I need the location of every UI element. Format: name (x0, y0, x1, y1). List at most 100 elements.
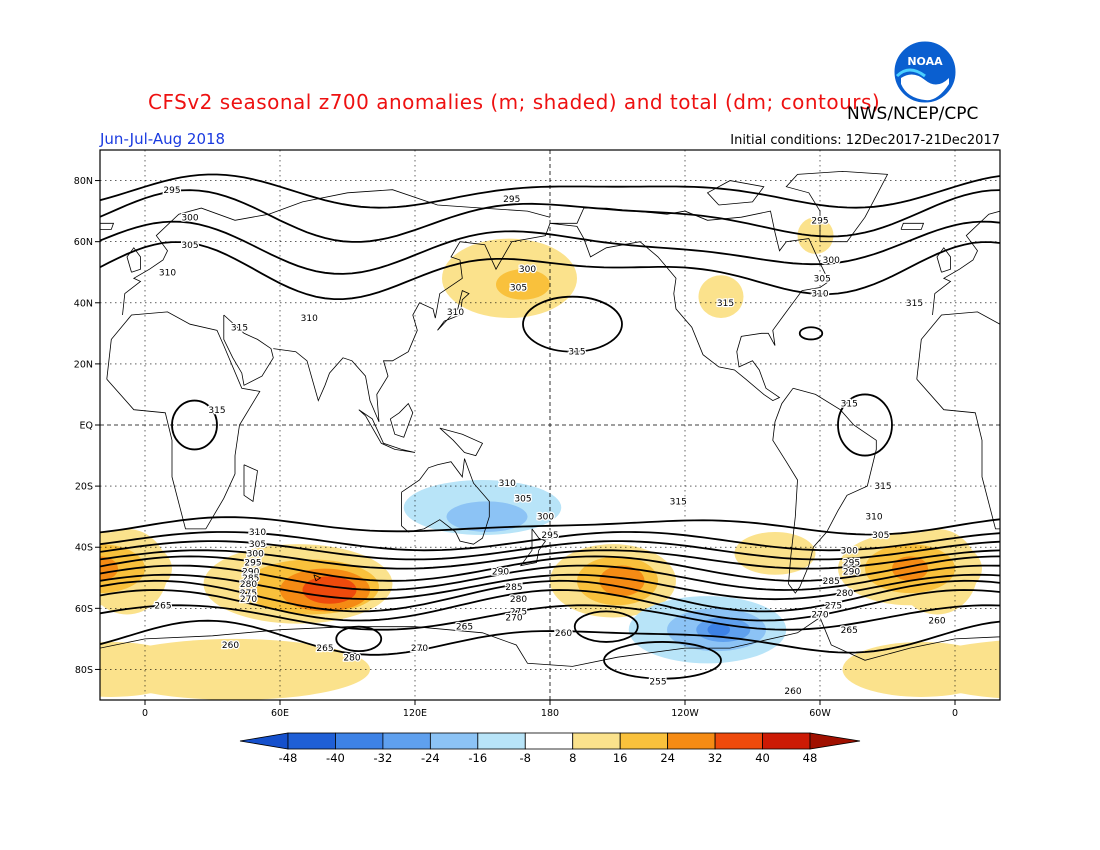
contour-label: 270 (811, 611, 828, 621)
closed-contour (603, 641, 722, 680)
contour-label: 305 (181, 241, 198, 251)
latitude-label: 60S (75, 604, 93, 615)
colorbar-high-arrow (809, 732, 861, 750)
height-contours (100, 173, 1000, 680)
latitude-label: 20N (74, 359, 93, 370)
contour-label: 305 (814, 274, 831, 284)
height-contour (100, 516, 1000, 536)
coastline (243, 464, 258, 503)
coastline (916, 311, 1000, 530)
coastline (401, 458, 490, 545)
closed-contour (573, 610, 639, 643)
contour-label: 260 (222, 641, 239, 651)
height-contour (100, 241, 1000, 300)
coastline (549, 207, 830, 402)
longitude-label: 120W (671, 708, 699, 719)
longitude-label: 0 (952, 708, 958, 719)
contour-label: 300 (181, 213, 198, 223)
colorbar-swatch (382, 732, 431, 750)
coastline (100, 222, 115, 230)
anomaly-region (1054, 559, 1100, 614)
latitude-label: 40N (74, 298, 93, 309)
contour-label: 285 (505, 583, 522, 593)
contour-label: 305 (872, 531, 889, 541)
contour-label: 270 (411, 644, 428, 654)
colorbar-swatch (619, 732, 669, 750)
contour-label: 265 (361, 699, 378, 709)
contour-label: 260 (555, 629, 572, 639)
coastline (273, 223, 551, 423)
anomaly-region (0, 532, 6, 575)
height-contour (100, 589, 1000, 622)
contour-label: 315 (906, 299, 923, 309)
coastline (0, 388, 66, 593)
contour-label: 310 (159, 268, 176, 278)
anomaly-region (302, 576, 357, 604)
lat-lon-grid (100, 150, 1000, 700)
anomaly-region (734, 531, 816, 575)
coastline (706, 180, 765, 206)
colorbar-label: -16 (468, 751, 487, 765)
height-contour (100, 189, 1000, 243)
height-contour (100, 549, 1000, 570)
height-contour (100, 173, 1000, 209)
initial-conditions: Initial conditions: 12Dec2017-21Dec2017 (730, 133, 1000, 148)
colorbar-swatch (762, 732, 811, 750)
contour-label: 270 (505, 614, 522, 624)
contour-label: 300 (247, 549, 264, 559)
contour-label: 285 (242, 574, 259, 584)
contour-label: 300 (823, 256, 840, 266)
coastline (936, 247, 951, 273)
contour-label: 315 (841, 400, 858, 410)
anomaly-region (496, 269, 550, 300)
contour-label: 310 (249, 528, 266, 538)
colorbar-swatch (524, 732, 574, 750)
coastline (1083, 223, 1100, 422)
forecast-period: Jun-Jul-Aug 2018 (100, 130, 226, 148)
coastline (0, 171, 78, 241)
contour-label: 270 (240, 595, 257, 605)
longitude-label: 0 (142, 708, 148, 719)
colorbar: -48 -40 -32 -24 -16 -8 8 16 24 32 40 48 (239, 732, 861, 765)
height-contour (100, 220, 1000, 275)
contour-label: 310 (865, 513, 882, 523)
contour-labels: 2953003053103153103103152953003053153152… (153, 185, 947, 709)
colorbar-swatch (429, 732, 479, 750)
map-axes: 80N 60N 40N 20N EQ 20S 40S 60S 80S 0 60E 120E 180 120… (74, 176, 958, 719)
contour-label: 310 (499, 479, 516, 489)
contour-label: 265 (456, 623, 473, 633)
closed-contour (335, 625, 383, 653)
contour-label: 300 (519, 265, 536, 275)
height-contour (100, 555, 1000, 582)
latitude-label: 80N (74, 176, 93, 187)
contour-label: 290 (242, 568, 259, 578)
height-contour (100, 531, 1000, 552)
closed-contour (171, 399, 218, 451)
contour-label: 300 (537, 513, 554, 523)
colorbar-label: -40 (326, 751, 345, 765)
anomaly-region (100, 641, 190, 697)
coastlines (0, 170, 1100, 667)
contour-label: 290 (843, 568, 860, 578)
contour-label: 275 (510, 607, 527, 617)
noaa-logo-text: NOAA (907, 55, 943, 68)
coastline (122, 189, 551, 316)
height-contour (100, 619, 1000, 656)
page-title: CFSv2 seasonal z700 anomalies (m; shaded… (148, 90, 881, 114)
contour-label: 310 (301, 314, 318, 324)
height-contour (100, 540, 1000, 561)
contour-label: 295 (811, 216, 828, 226)
colorbar-label: -48 (279, 751, 298, 765)
coastline (0, 208, 19, 401)
colorbar-label: -8 (520, 751, 531, 765)
colorbar-label: -24 (421, 751, 440, 765)
contour-label: 265 (841, 626, 858, 636)
contour-label: 295 (244, 559, 261, 569)
colorbar-swatch (477, 732, 526, 750)
coastline (389, 402, 414, 438)
contour-label: 275 (240, 589, 257, 599)
height-contour (100, 564, 1000, 591)
colorbar-label: 24 (660, 751, 675, 765)
contour-label: 315 (717, 299, 734, 309)
